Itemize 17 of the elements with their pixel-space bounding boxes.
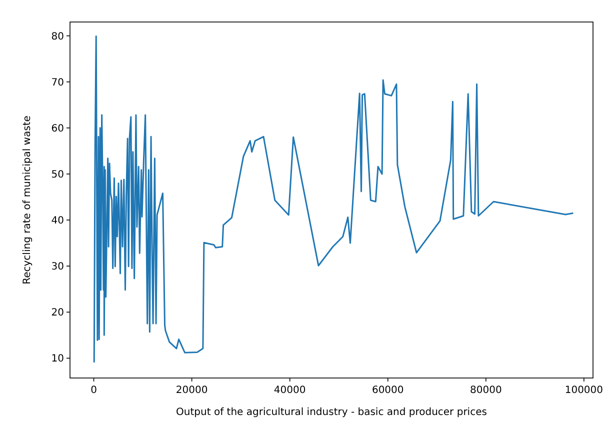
- x-axis-title: Output of the agricultural industry - basic and producer prices: [176, 407, 487, 418]
- x-tick-label: 100000: [564, 385, 604, 396]
- y-tick-label: 60: [51, 123, 64, 134]
- line-series: [93, 36, 574, 363]
- x-tick-label: 20000: [176, 385, 208, 396]
- y-tick-label: 70: [51, 77, 64, 88]
- y-axis-title: Recycling rate of municipal waste: [22, 116, 33, 284]
- y-tick-label: 30: [51, 262, 64, 273]
- y-tick-label: 80: [51, 31, 64, 42]
- y-tick-label: 20: [51, 308, 64, 319]
- x-tick-label: 0: [90, 385, 97, 396]
- x-tick-label: 40000: [274, 385, 306, 396]
- y-tick-label: 40: [51, 216, 64, 227]
- x-tick-label: 80000: [470, 385, 502, 396]
- x-tick-label: 60000: [372, 385, 404, 396]
- y-tick-label: 50: [51, 169, 64, 180]
- y-tick-label: 10: [51, 354, 64, 365]
